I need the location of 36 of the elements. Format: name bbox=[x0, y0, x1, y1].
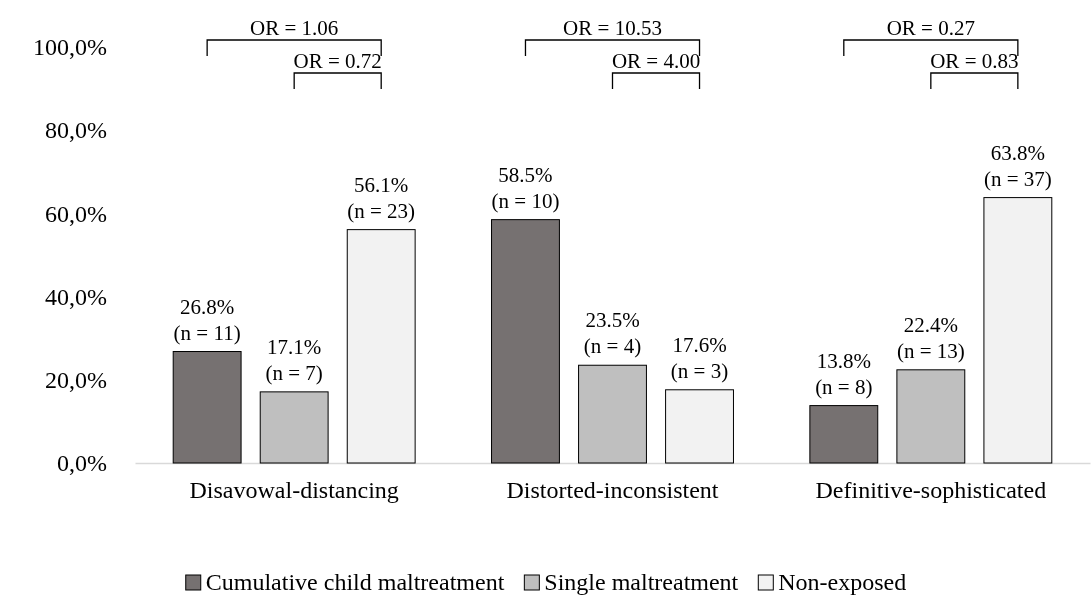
data-label: 23.5% (n = 4) bbox=[583, 308, 642, 359]
y-tick-label: 40,0% bbox=[45, 283, 107, 310]
legend-label: Non-exposed bbox=[778, 569, 907, 595]
bar bbox=[809, 405, 879, 464]
y-tick-label: 60,0% bbox=[45, 200, 107, 227]
annotation: OR = 4.00 bbox=[611, 49, 701, 73]
bar bbox=[172, 351, 242, 464]
data-label: 26.8% (n = 11) bbox=[173, 294, 241, 345]
y-tick-label: 0,0% bbox=[57, 450, 107, 477]
y-tick-label: 80,0% bbox=[45, 117, 107, 144]
legend-label: Single maltreatment bbox=[544, 569, 739, 595]
text: OR = 10.53 bbox=[563, 16, 662, 40]
annotation: OR = 0.83 bbox=[930, 49, 1019, 73]
x-tick-label: Disavowal-distancing bbox=[189, 477, 399, 504]
bar bbox=[578, 364, 647, 464]
y-tick-label: 20,0% bbox=[45, 366, 107, 393]
data-label: 63.8% (n = 37) bbox=[983, 140, 1052, 191]
bar bbox=[259, 391, 329, 464]
text: OR = 0.27 bbox=[886, 16, 975, 40]
data-label: 56.1% (n = 23) bbox=[347, 172, 416, 223]
y-tick-label: 100,0% bbox=[33, 34, 107, 61]
legend-label: Cumulative child maltreatment bbox=[205, 569, 505, 595]
x-tick-label: Definitive-sophisticated bbox=[815, 477, 1047, 504]
text: OR = 1.06 bbox=[250, 16, 339, 40]
data-label: 22.4% (n = 13) bbox=[896, 312, 965, 363]
data-label: 17.6% (n = 3) bbox=[670, 332, 729, 383]
data-label: 58.5% (n = 10) bbox=[491, 162, 560, 213]
data-label: 13.8% (n = 8) bbox=[815, 348, 873, 399]
x-tick-label: Distorted-inconsistent bbox=[506, 477, 719, 504]
bar bbox=[896, 369, 966, 464]
data-label: 17.1% (n = 7) bbox=[265, 334, 323, 385]
bar bbox=[983, 197, 1053, 464]
bar bbox=[665, 389, 734, 464]
bar bbox=[346, 229, 416, 464]
bar bbox=[491, 219, 560, 464]
annotation: OR = 0.72 bbox=[293, 49, 382, 73]
